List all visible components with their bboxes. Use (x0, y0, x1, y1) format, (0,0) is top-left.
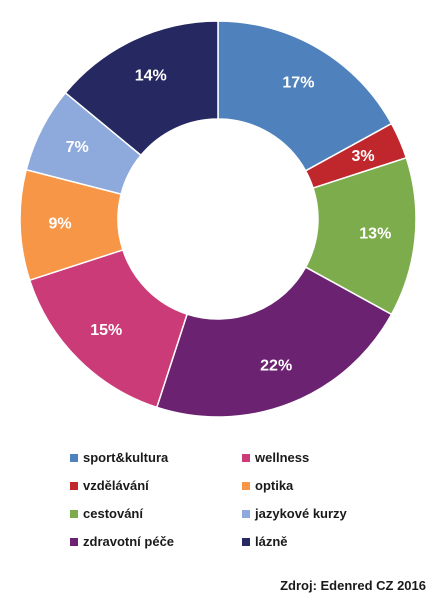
donut-slice-0 (217, 20, 393, 172)
legend-item: vzdělávání (70, 475, 242, 496)
source-note: Zdroj: Edenred CZ 2016 (280, 578, 426, 593)
donut-chart: 17% 3% 13% 22% 15% 9% 7% 14% (19, 20, 417, 418)
slice-label-5: 9% (49, 215, 72, 232)
legend-swatch (242, 453, 250, 462)
legend-item: lázně (242, 531, 414, 552)
legend-item: cestování (70, 503, 242, 524)
slice-label-1: 3% (351, 148, 374, 165)
legend-swatch (70, 481, 78, 490)
legend-swatch (70, 537, 78, 546)
chart-legend: sport&kultura wellness vzdělávání optika ces… (70, 447, 420, 552)
legend-label: zdravotní péče (83, 534, 175, 549)
legend-label: sport&kultura (83, 450, 169, 465)
slice-label-0: 17% (282, 75, 314, 92)
slice-label-4: 15% (90, 322, 122, 339)
donut-slice-7 (64, 20, 219, 157)
slice-label-3: 22% (260, 357, 292, 374)
legend-item: zdravotní péče (70, 531, 242, 552)
legend-swatch (242, 481, 250, 490)
donut-slice-3 (155, 266, 393, 418)
legend-swatch (242, 537, 250, 546)
legend-label: jazykové kurzy (255, 506, 347, 521)
legend-label: vzdělávání (83, 478, 149, 493)
legend-label: cestování (83, 506, 143, 521)
legend-swatch (70, 453, 78, 462)
legend-swatch (242, 509, 250, 518)
legend-label: lázně (255, 534, 288, 549)
legend-item: jazykové kurzy (242, 503, 414, 524)
slice-label-7: 14% (135, 68, 167, 85)
donut-chart-svg: 17% 3% 13% 22% 15% 9% 7% 14% (19, 20, 417, 418)
legend-item: wellness (242, 447, 414, 468)
slice-label-2: 13% (359, 225, 391, 242)
legend-item: sport&kultura (70, 447, 242, 468)
slice-label-6: 7% (66, 139, 89, 156)
legend-label: optika (255, 478, 294, 493)
legend-label: wellness (255, 450, 310, 465)
legend-item: optika (242, 475, 414, 496)
legend-swatch (70, 509, 78, 518)
